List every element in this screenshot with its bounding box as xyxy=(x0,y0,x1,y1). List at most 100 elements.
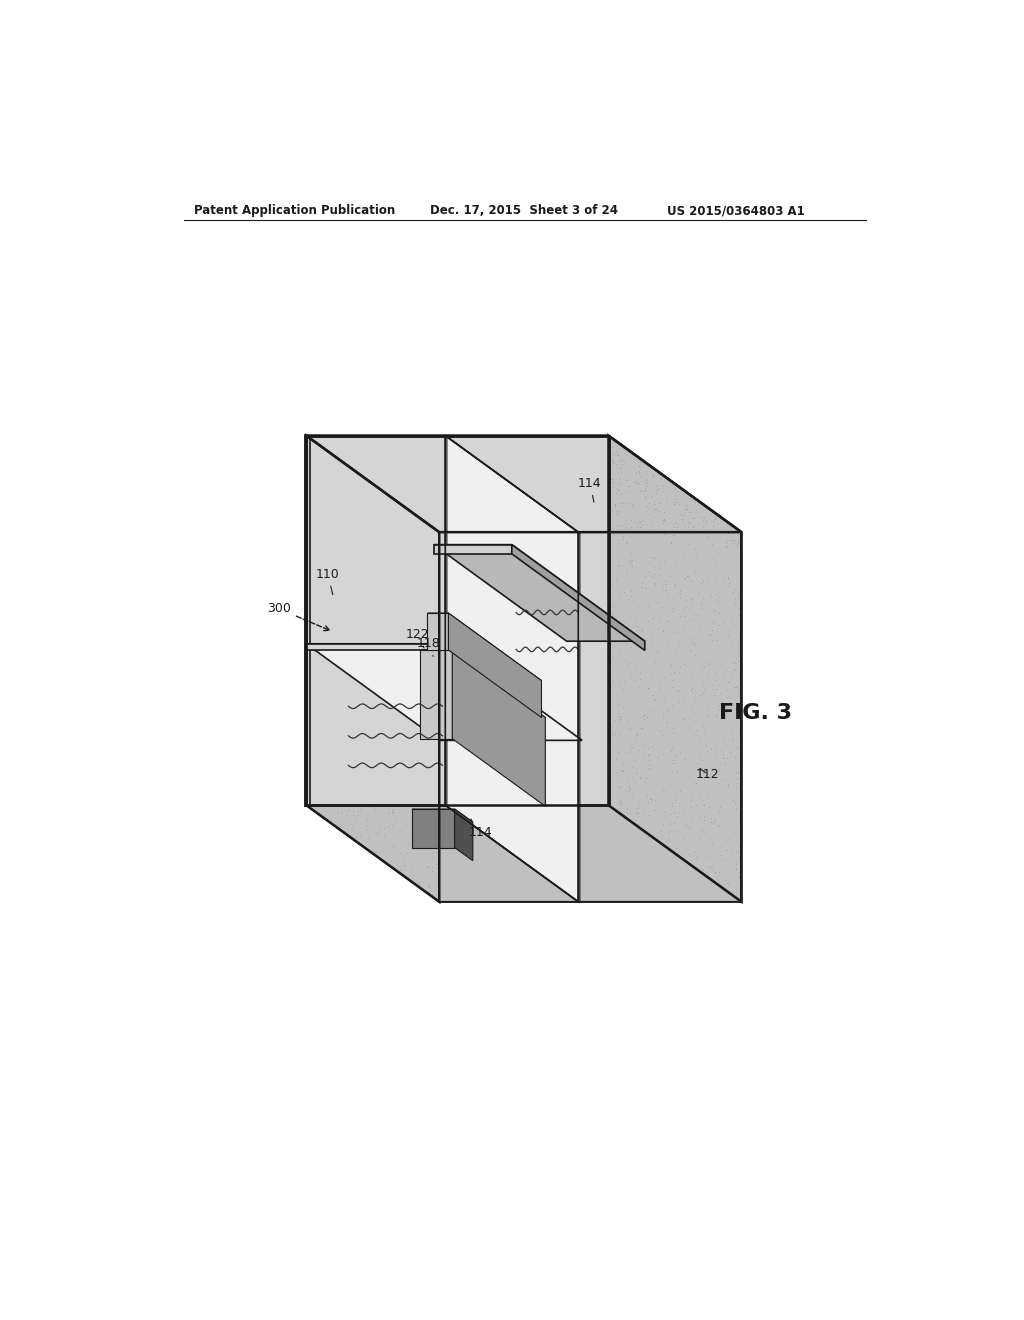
Point xyxy=(385,635,401,656)
Point xyxy=(381,763,397,784)
Point xyxy=(532,593,549,614)
Point xyxy=(381,785,397,807)
Point xyxy=(731,553,748,574)
Point xyxy=(676,653,692,675)
Point xyxy=(384,529,400,550)
Point xyxy=(669,821,685,842)
Point xyxy=(670,805,686,826)
Point xyxy=(336,605,352,626)
Point xyxy=(492,490,508,511)
Point xyxy=(359,607,376,628)
Point xyxy=(367,520,383,541)
Point xyxy=(607,483,624,504)
Point xyxy=(521,484,538,506)
Point xyxy=(686,632,702,653)
Point xyxy=(380,614,396,635)
Point xyxy=(392,612,409,634)
Point xyxy=(371,531,387,552)
Point xyxy=(370,546,386,568)
Point xyxy=(681,512,697,533)
Point xyxy=(383,535,399,556)
Point xyxy=(636,737,652,758)
Point xyxy=(574,511,591,532)
Point xyxy=(572,525,589,546)
Point xyxy=(588,446,604,467)
Point xyxy=(557,733,573,754)
Point xyxy=(694,659,711,680)
Point xyxy=(356,581,373,602)
Point xyxy=(356,515,373,536)
Point xyxy=(410,507,426,528)
Point xyxy=(655,686,672,708)
Point xyxy=(345,627,361,648)
Point xyxy=(443,512,460,533)
Point xyxy=(542,623,558,644)
Point xyxy=(496,557,512,578)
Point xyxy=(371,599,387,620)
Point xyxy=(589,583,605,605)
Point xyxy=(336,528,352,549)
Point xyxy=(347,561,364,582)
Point xyxy=(654,619,671,640)
Point xyxy=(451,492,467,513)
Point xyxy=(685,576,701,597)
Point xyxy=(721,671,737,692)
Point xyxy=(489,781,506,803)
Point xyxy=(389,642,406,663)
Point xyxy=(625,766,641,787)
Point xyxy=(376,440,392,461)
Point xyxy=(304,491,321,512)
Point xyxy=(479,640,496,661)
Point xyxy=(710,614,726,635)
Point xyxy=(373,569,389,590)
Point xyxy=(666,524,682,545)
Point xyxy=(424,710,440,731)
Point xyxy=(637,487,653,508)
Point xyxy=(416,593,432,614)
Point xyxy=(367,799,383,820)
Point xyxy=(384,681,400,702)
Point xyxy=(672,656,688,677)
Point xyxy=(577,742,593,763)
Point xyxy=(631,462,647,483)
Point xyxy=(664,795,680,816)
Point xyxy=(385,694,401,715)
Point xyxy=(410,578,426,599)
Point xyxy=(328,721,344,742)
Point xyxy=(684,667,700,688)
Point xyxy=(434,557,451,578)
Point xyxy=(730,651,746,672)
Point xyxy=(691,684,708,705)
Polygon shape xyxy=(306,436,439,902)
Point xyxy=(305,725,322,746)
Point xyxy=(429,628,445,649)
Point xyxy=(515,507,531,528)
Point xyxy=(362,710,379,731)
Point xyxy=(626,506,642,527)
Point xyxy=(344,665,360,686)
Point xyxy=(394,701,411,722)
Point xyxy=(330,697,346,718)
Point xyxy=(685,529,701,550)
Point xyxy=(396,558,413,579)
Point xyxy=(482,731,499,752)
Point xyxy=(609,444,626,465)
Point xyxy=(427,807,443,828)
Point xyxy=(380,591,396,612)
Point xyxy=(707,661,723,682)
Point xyxy=(534,710,550,731)
Point xyxy=(640,561,656,582)
Point xyxy=(342,715,358,737)
Point xyxy=(302,529,318,550)
Point xyxy=(318,428,335,449)
Point xyxy=(440,520,457,541)
Point xyxy=(503,475,519,496)
Point xyxy=(333,808,349,829)
Point xyxy=(341,656,357,677)
Point xyxy=(606,709,623,730)
Point xyxy=(612,672,629,693)
Point xyxy=(323,561,339,582)
Point xyxy=(547,746,563,767)
Point xyxy=(394,506,411,527)
Point xyxy=(654,705,671,726)
